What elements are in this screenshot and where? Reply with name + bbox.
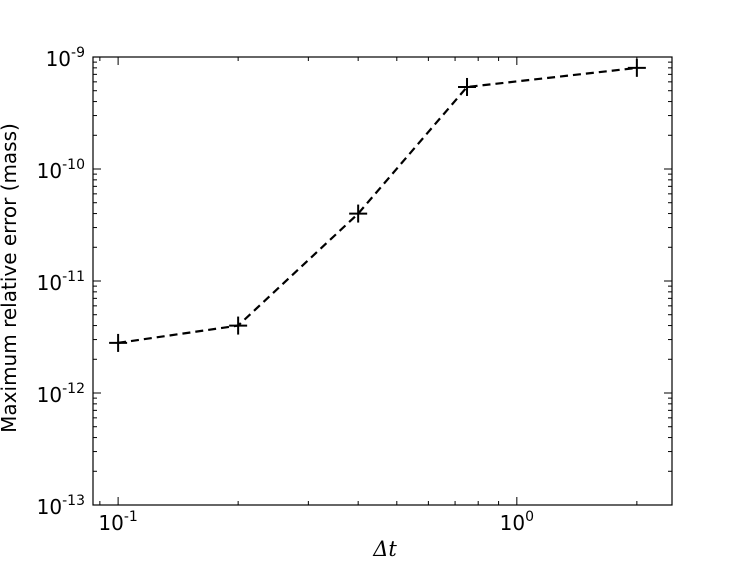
data-point-marker	[109, 333, 128, 352]
minor-ticks	[93, 57, 672, 505]
x-tick-label: 100	[500, 509, 534, 535]
data-point-marker	[458, 77, 477, 96]
data-point-marker	[349, 204, 368, 223]
x-tick-label: 10-1	[98, 509, 137, 535]
y-tick-label: 10-9	[46, 45, 85, 71]
y-axis-label: Maximum relative error (mass)	[0, 123, 21, 433]
y-tick-label: 10-13	[37, 493, 85, 519]
y-tick-label: 10-11	[37, 269, 85, 295]
y-tick-labels: 10-13 10-12 10-11 10-10 10-9	[37, 45, 85, 519]
plot-area	[93, 57, 672, 505]
plot-frame	[92, 56, 673, 506]
data-point-marker	[229, 316, 248, 335]
data-point-marker	[627, 58, 646, 77]
x-axis-label: Δt	[372, 537, 397, 561]
x-tick-labels: 10-1 100	[98, 509, 534, 535]
y-tick-label: 10-10	[37, 157, 85, 183]
series-line	[117, 66, 638, 344]
y-tick-label: 10-12	[37, 381, 85, 407]
series	[109, 58, 646, 352]
